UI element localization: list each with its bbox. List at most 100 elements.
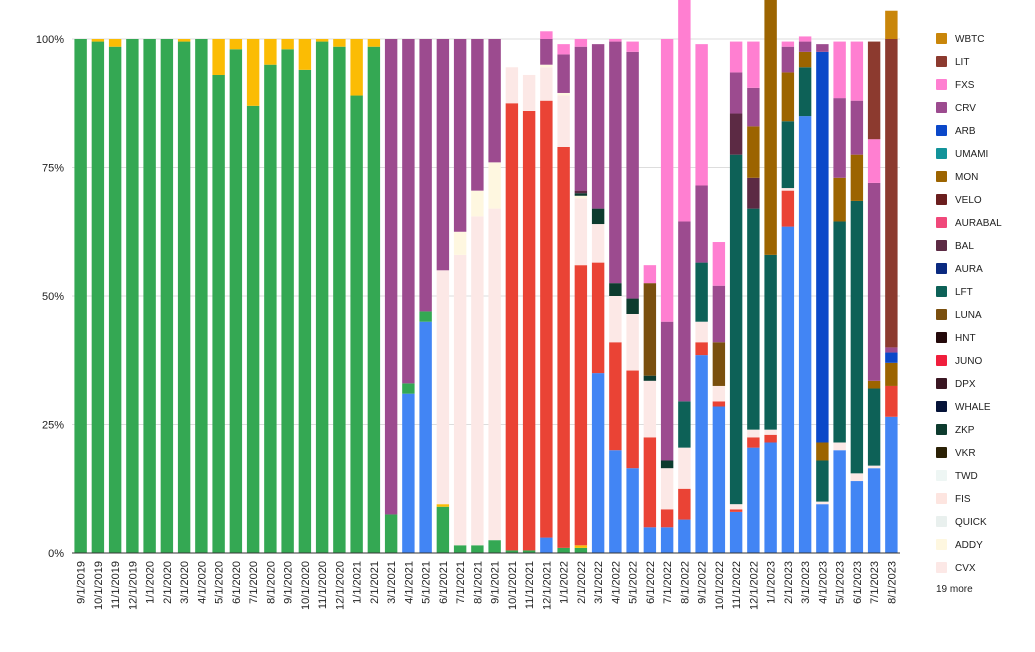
bar-segment — [315, 39, 329, 42]
bar-segment — [522, 110, 536, 551]
bar-segment — [471, 216, 484, 546]
bar-segment — [471, 545, 484, 553]
bar-segment — [867, 41, 881, 140]
bar-segment — [712, 401, 726, 407]
bar-segment — [781, 188, 795, 191]
bar-segment — [574, 46, 588, 191]
x-tick-label: 10/1/2020 — [300, 561, 312, 610]
bar-segment — [695, 44, 708, 186]
legend-label: VKR — [955, 448, 976, 459]
bar-segment — [885, 416, 898, 553]
bar-segment — [591, 262, 605, 374]
bar-segment — [471, 39, 484, 191]
bar-segment — [160, 39, 174, 553]
bar-segment — [850, 481, 864, 553]
x-tick-label: 8/1/2021 — [472, 561, 484, 604]
legend-swatch — [936, 102, 947, 113]
legend-label: CVX — [955, 563, 976, 574]
bar-segment — [453, 231, 467, 255]
legend-label: DPX — [955, 379, 976, 390]
bar-segment — [643, 265, 657, 284]
bar-segment — [402, 383, 415, 394]
bar-segment — [626, 51, 639, 299]
bar-segment — [695, 355, 708, 553]
legend-swatch — [936, 79, 947, 90]
bar-segment — [281, 49, 294, 553]
bar-segment — [747, 87, 760, 127]
x-tick-label: 8/1/2020 — [265, 561, 277, 604]
legend-swatch — [936, 286, 947, 297]
legend-label: FIS — [955, 494, 971, 505]
bar-segment — [816, 504, 829, 553]
bar-segment — [695, 342, 708, 356]
bar-segment — [557, 92, 570, 96]
bar-segment — [505, 67, 519, 104]
legend-swatch — [936, 516, 947, 527]
bar-segment — [367, 39, 381, 47]
legend-swatch — [936, 401, 947, 412]
bar-segment — [488, 39, 501, 163]
bar-segment — [436, 39, 450, 271]
bars — [74, 0, 898, 554]
bar-segment — [574, 193, 588, 196]
bar-segment — [833, 442, 846, 451]
bar-segment — [505, 550, 519, 553]
x-tick-label: 1/1/2020 — [145, 561, 157, 604]
legend-label: WBTC — [955, 34, 984, 45]
bar-segment — [867, 139, 881, 183]
bar-segment — [522, 550, 536, 553]
bar-segment — [643, 375, 657, 381]
x-tick-label: 6/1/2020 — [231, 561, 243, 604]
bar-segment — [764, 429, 777, 435]
bar-segment — [816, 51, 829, 443]
bar-segment — [850, 473, 864, 482]
bar-segment — [885, 347, 898, 353]
legend-label: LUNA — [955, 310, 982, 321]
legend-label: LIT — [955, 57, 969, 68]
bar-segment — [764, 434, 777, 443]
bar-segment — [729, 511, 743, 553]
bar-segment — [885, 385, 898, 417]
legend: WBTC LIT FXS CRV ARB UMAMI MON VELO AURABAL BAL AU… — [936, 33, 1002, 595]
x-tick-label: 2/1/2023 — [783, 561, 795, 604]
bar-segment — [522, 74, 536, 111]
bar-segment — [833, 41, 846, 99]
x-tick-label: 1/1/2022 — [559, 561, 571, 604]
bar-segment — [91, 39, 105, 42]
legend-label: TWD — [955, 471, 978, 482]
bar-segment — [591, 208, 605, 225]
legend-more-link[interactable]: 19 more — [936, 584, 973, 595]
bar-segment — [298, 39, 312, 70]
bar-segment — [660, 460, 674, 469]
x-tick-label: 11/1/2019 — [110, 561, 122, 609]
bar-segment — [212, 39, 225, 75]
legend-swatch — [936, 309, 947, 320]
bar-segment — [350, 95, 363, 553]
x-tick-label: 10/1/2022 — [714, 561, 726, 610]
bar-segment — [246, 39, 260, 106]
bar-segment — [747, 208, 760, 430]
bar-segment — [729, 509, 743, 512]
legend-swatch — [936, 217, 947, 228]
bar-segment — [143, 39, 156, 553]
x-tick-label: 4/1/2020 — [196, 561, 208, 604]
axes: 0% 25% 50% 75% 100% 9/1/2019 10/1/2019 11/1/201… — [36, 34, 900, 610]
x-tick-label: 9/1/2022 — [697, 561, 709, 604]
legend-label: AURA — [955, 264, 983, 275]
bar-segment — [402, 393, 415, 553]
bar-segment — [660, 39, 674, 322]
bar-segment — [436, 506, 450, 553]
bar-segment — [626, 370, 639, 469]
bar-segment — [419, 311, 432, 322]
x-tick-label: 4/1/2023 — [817, 561, 829, 604]
bar-segment — [626, 298, 639, 314]
legend-label: QUICK — [955, 517, 987, 528]
x-tick-label: 5/1/2021 — [421, 561, 433, 604]
legend-label: UMAMI — [955, 149, 988, 160]
bar-segment — [678, 0, 691, 222]
x-tick-label: 11/1/2022 — [731, 561, 743, 609]
bar-segment — [747, 177, 760, 209]
x-tick-label: 11/1/2020 — [317, 561, 329, 609]
legend-label: ARB — [955, 126, 976, 137]
